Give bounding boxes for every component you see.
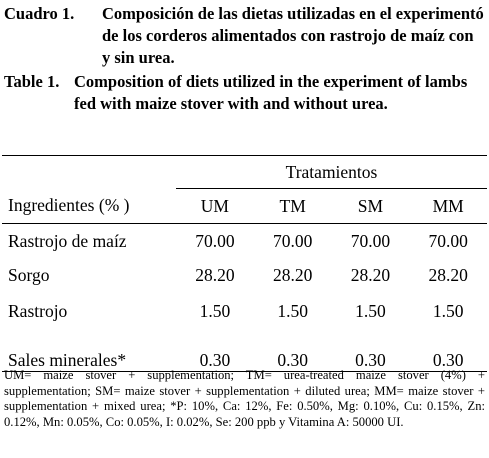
header-row: Ingredientes (% ) UM TM SM MM	[2, 188, 487, 224]
column-header: SM	[331, 188, 410, 224]
empty-cell	[2, 155, 176, 189]
table-body: Tratamientos Ingredientes (% ) UM TM SM MM Ra…	[2, 155, 487, 372]
cell: 70.00	[428, 231, 468, 252]
cell: 1.50	[355, 301, 386, 321]
cell: 70.00	[195, 231, 235, 252]
diet-table: Tratamientos Ingredientes (% ) UM TM SM MM Ra…	[2, 155, 487, 372]
cell: 28.20	[195, 265, 235, 285]
row-label: Sales minerales*	[2, 331, 176, 372]
cell: 1.50	[199, 301, 231, 321]
cell: 28.20	[272, 265, 313, 285]
column-header: TM	[253, 188, 332, 224]
data-row: Sorgo 28.20 28.20 28.20 28.20	[2, 260, 487, 292]
caption-english: Table 1. Composition of diets utilized i…	[0, 71, 489, 115]
caption-label: Cuadro 1.	[4, 4, 75, 23]
data-row: Rastrojo 1.50 1.50 1.50 1.50	[2, 292, 487, 332]
caption-label: Table 1.	[4, 72, 60, 91]
cell: 1.50	[432, 301, 464, 321]
row-label: Rastrojo	[8, 301, 68, 321]
data-row: Sales minerales* 0.30 0.30 0.30 0.30	[2, 331, 487, 372]
cell: 0.30	[253, 331, 332, 372]
cell: 28.20	[428, 265, 468, 285]
cell: 28.20	[350, 265, 391, 285]
cell: 0.30	[331, 331, 410, 372]
cell: 0.30	[176, 331, 254, 372]
row-label: Rastrojo de maíz	[8, 231, 127, 252]
caption-text: Composition of diets utilized in the exp…	[74, 72, 468, 113]
group-header: Tratamientos	[176, 155, 487, 189]
caption-text: Composición de las dietas utilizadas en …	[102, 4, 484, 67]
column-header: MM	[409, 188, 487, 224]
footnote: UM= maize stover + supplementation; TM= …	[4, 368, 485, 429]
cell: 70.00	[350, 231, 391, 252]
row-label: Sorgo	[8, 265, 50, 285]
cell: 70.00	[272, 231, 313, 252]
column-header: Ingredientes (% )	[2, 188, 176, 224]
cell: 0.30	[409, 331, 487, 372]
cell: 1.50	[277, 301, 308, 321]
caption-spanish: Cuadro 1. Composición de las dietas util…	[0, 3, 489, 69]
group-row: Tratamientos	[2, 155, 487, 189]
data-row: Rastrojo de maíz 70.00 70.00 70.00 70.00	[2, 224, 487, 260]
column-header: UM	[176, 188, 254, 224]
